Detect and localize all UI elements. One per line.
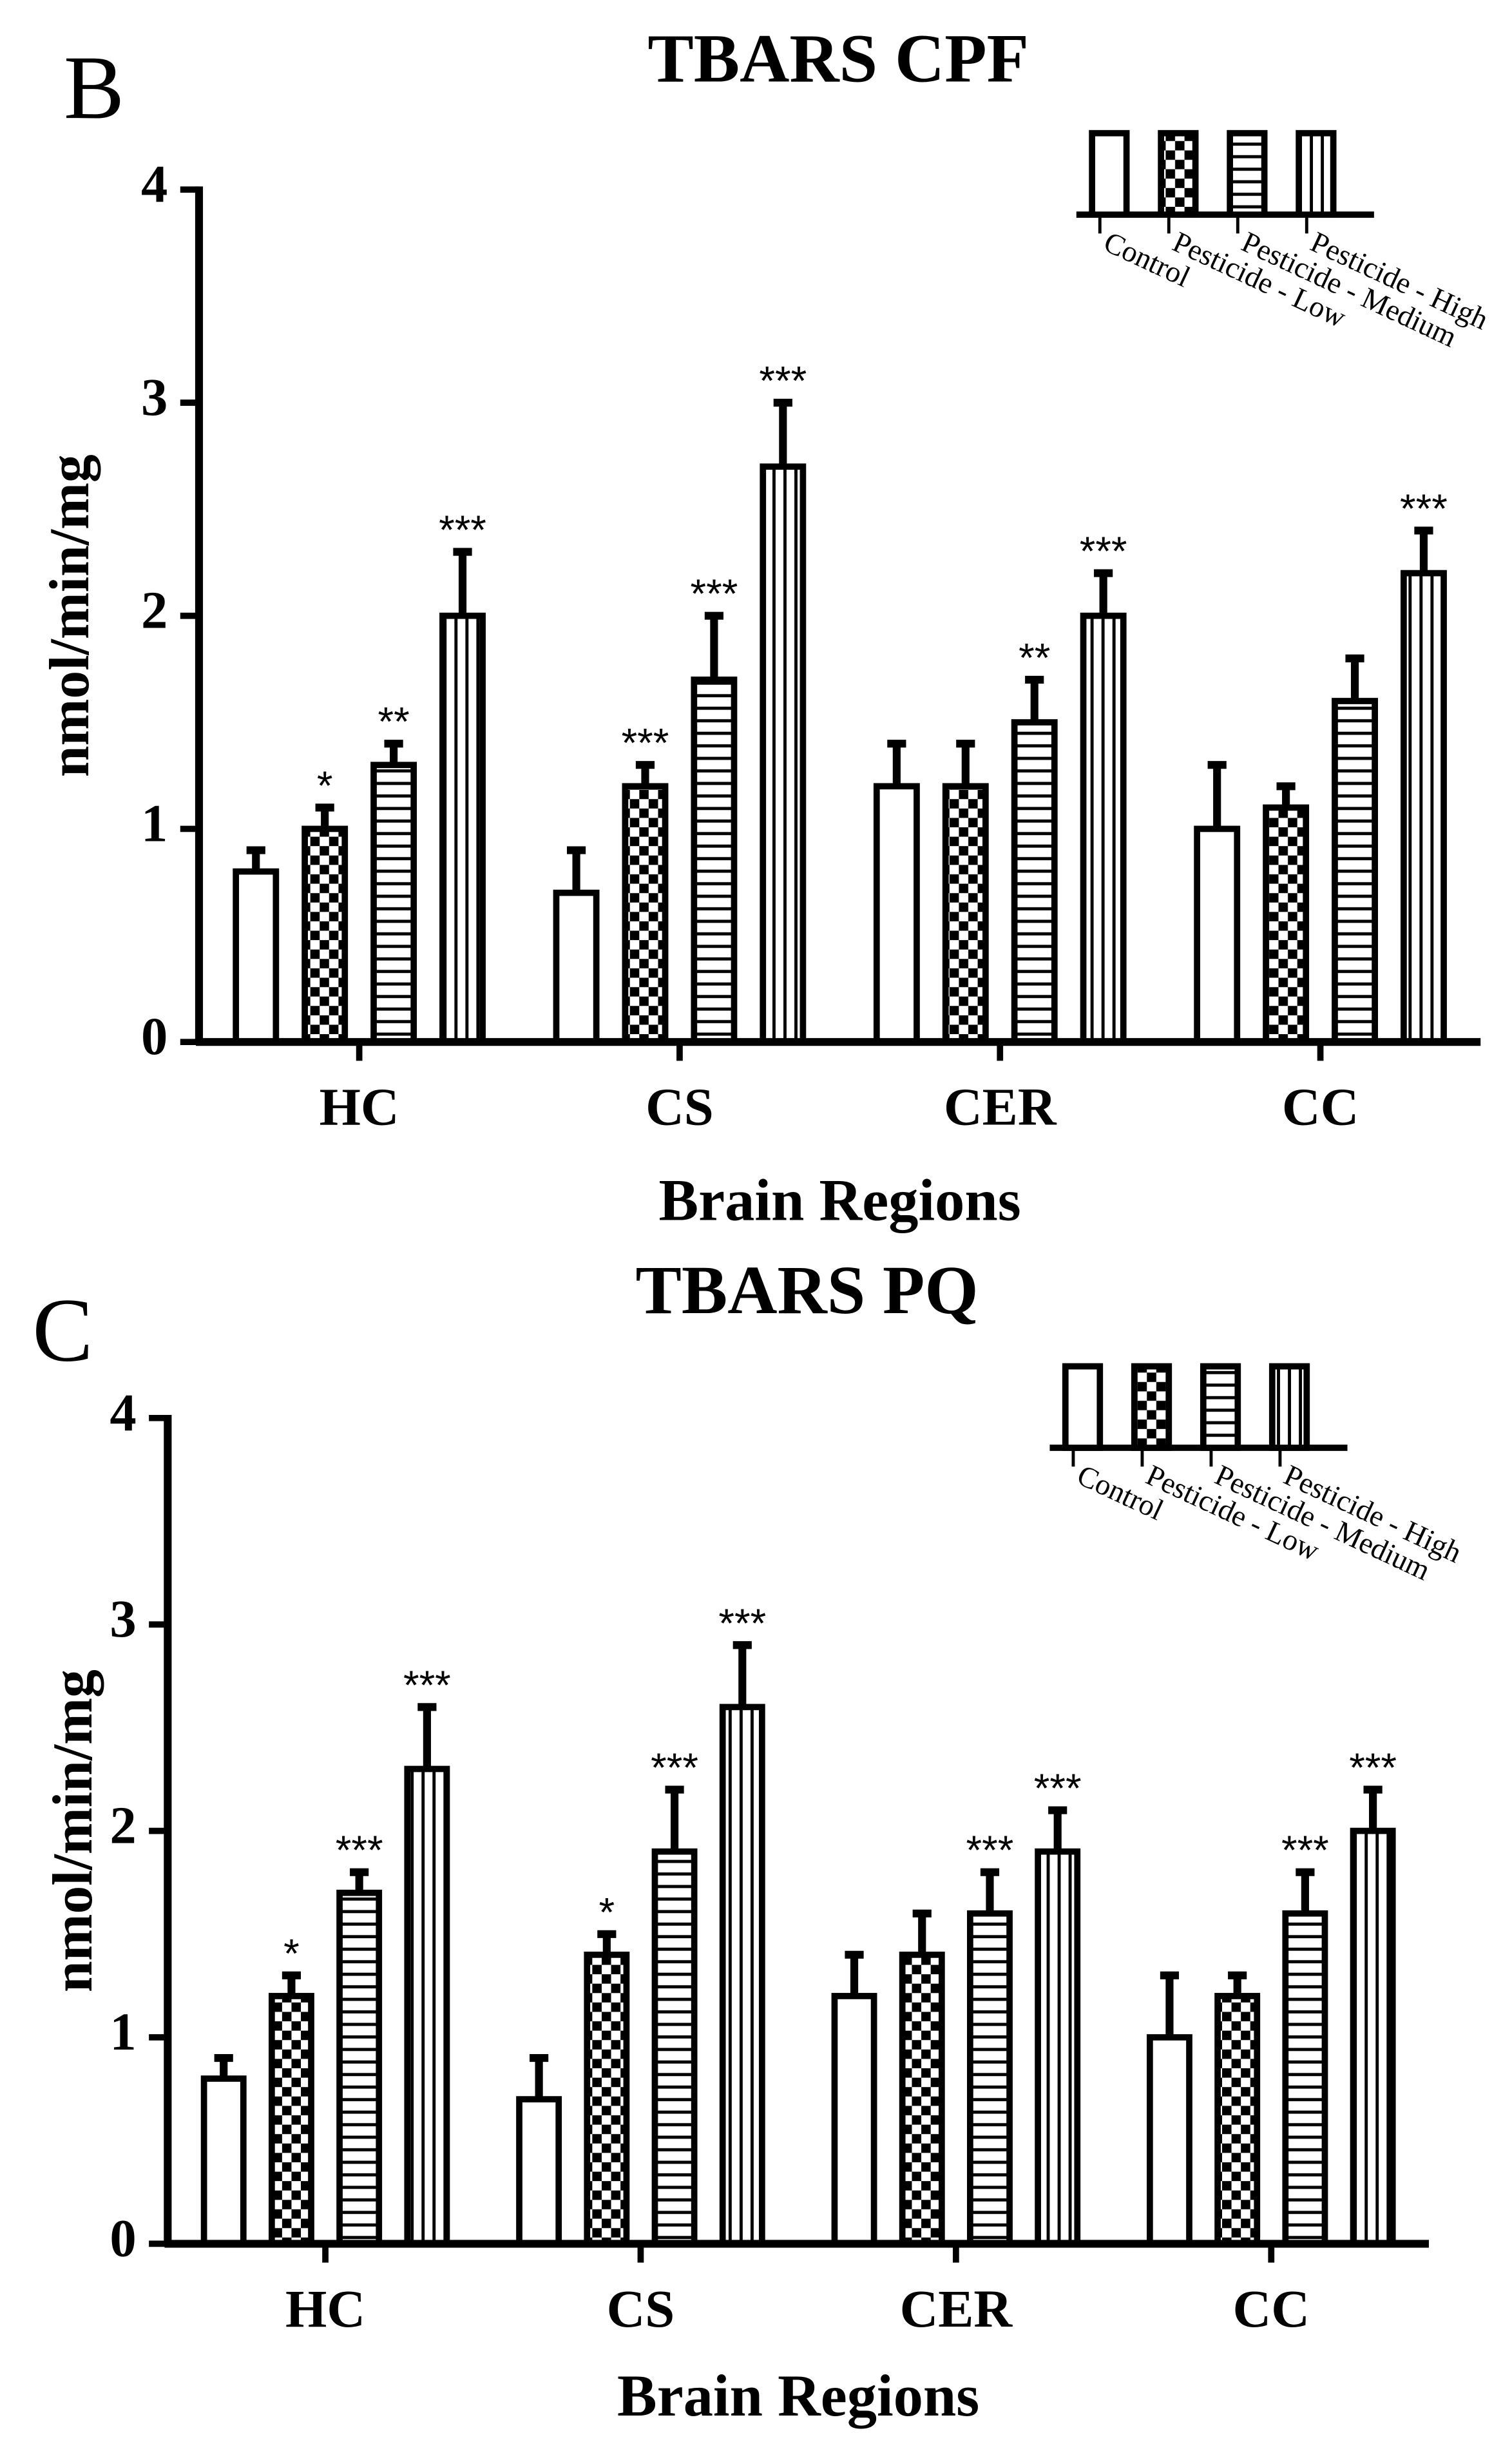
bar [831,1993,877,2247]
significance-label: *** [1281,1828,1329,1873]
bar [200,2075,247,2247]
y-tick-label: 1 [141,793,167,852]
bar [719,1704,765,2247]
bar [967,1910,1013,2247]
bar [584,1951,630,2247]
significance-label: ** [1019,635,1050,680]
chart-title: TBARS PQ [635,1253,978,1329]
x-axis-label: Brain Regions [617,2363,979,2428]
bar [1080,612,1127,1046]
significance-label: *** [966,1828,1014,1873]
significance-label: *** [1080,529,1127,574]
legend-swatch [1158,130,1199,218]
bar [336,1889,383,2247]
bar [1350,1827,1396,2247]
significance-label: * [283,1931,300,1976]
bar [873,783,920,1046]
x-tick-label: CS [607,2279,675,2338]
bar [268,1993,314,2247]
bar [404,1765,450,2247]
y-axis-label: nmol/min/mg [38,454,100,777]
significance-label: *** [1034,1766,1082,1811]
legend-swatch [1296,130,1337,218]
panel-label: C [32,1280,93,1381]
significance-label: *** [439,508,486,553]
bar [553,889,600,1046]
bar [1011,719,1058,1046]
bar [233,868,280,1046]
legend-swatch [1062,1363,1104,1451]
significance-label: *** [759,359,807,404]
legend-swatch [1200,1363,1241,1451]
bar [1214,1993,1261,2247]
bar [651,1848,698,2247]
bar [516,2096,562,2247]
y-tick-label: 4 [141,154,167,213]
chart-title: TBARS CPF [647,21,1029,97]
x-tick-label: CS [646,1077,714,1137]
bar [1194,825,1241,1046]
bar [1401,570,1447,1046]
significance-label: * [317,764,333,809]
significance-label: *** [651,1745,698,1791]
y-tick-label: 2 [141,581,167,640]
bar [1035,1848,1081,2247]
y-tick-label: 0 [141,1006,167,1066]
y-tick-label: 2 [110,1796,136,1855]
significance-label: ** [378,700,409,745]
x-tick-label: HC [285,2279,365,2338]
bar [942,783,989,1046]
x-tick-label: CC [1233,2279,1310,2338]
significance-label: *** [718,1601,766,1646]
x-tick-label: CER [900,2279,1013,2338]
bar [622,783,669,1046]
bar [439,612,486,1046]
bar [691,677,738,1046]
significance-label: *** [691,572,738,617]
significance-label: *** [403,1663,451,1708]
significance-label: *** [622,721,669,766]
legend-swatch [1268,1363,1310,1451]
y-tick-label: 3 [110,1589,136,1648]
significance-label: *** [1349,1745,1397,1791]
significance-label: * [599,1890,615,1935]
x-tick-label: HC [320,1077,399,1137]
bar [1282,1910,1328,2247]
y-tick-label: 1 [110,2002,136,2061]
legend-swatch [1227,130,1268,218]
legend-swatch [1089,130,1130,218]
y-tick-label: 4 [110,1383,136,1442]
y-axis-label: nmol/min/mg [41,1669,104,1992]
bar [301,825,349,1046]
panel-label: B [64,37,124,138]
bar [1146,2034,1192,2247]
x-tick-label: CC [1282,1077,1359,1137]
legend-swatch [1131,1363,1172,1451]
y-tick-label: 0 [110,2208,136,2267]
bar [760,463,807,1046]
x-tick-label: CER [944,1077,1057,1137]
bar [899,1951,945,2247]
significance-label: *** [336,1828,383,1873]
significance-label: *** [1400,486,1448,532]
x-axis-label: Brain Regions [659,1168,1021,1233]
bar [1263,804,1310,1046]
bar [370,762,417,1046]
y-tick-label: 3 [141,367,167,427]
bar [1332,698,1378,1046]
